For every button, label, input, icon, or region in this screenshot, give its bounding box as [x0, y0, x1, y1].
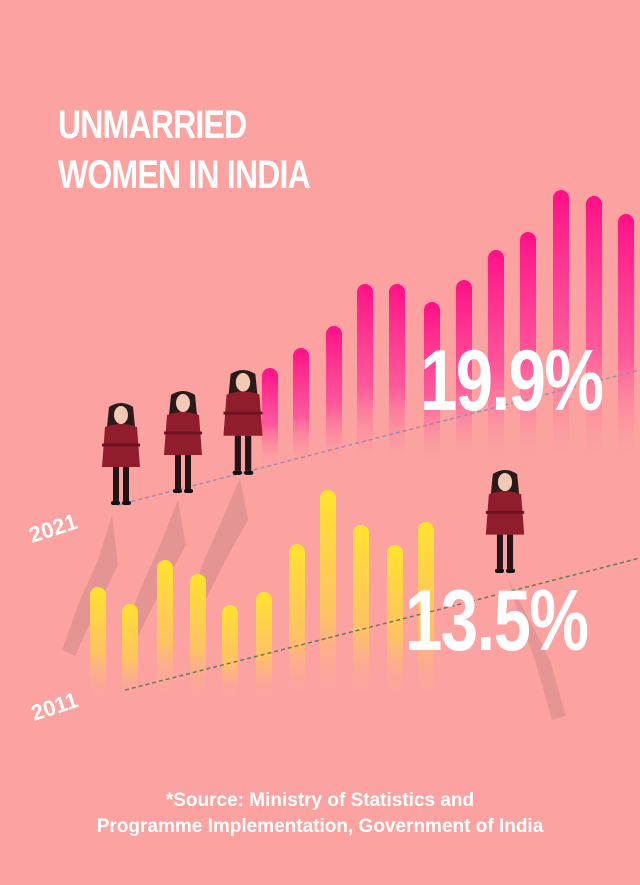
baseline-2011 [124, 557, 640, 691]
source-line-1: *Source: Ministry of Statistics and [165, 790, 475, 811]
bar-2021-stripe-12 [618, 214, 634, 470]
woman-figure-1 [102, 403, 140, 505]
value-label-2011: 13.5% [405, 573, 589, 669]
woman-figure-3 [223, 369, 263, 475]
bar-2011-stripe-11 [418, 522, 434, 700]
bar-2021-stripe-8 [488, 250, 504, 470]
bar-2021-stripe-3 [326, 326, 342, 470]
value-label-2021: 19.9% [420, 333, 604, 429]
bar-2011-stripe-10 [387, 545, 403, 700]
infographic-title: UNMARRIED WOMEN IN INDIA [58, 100, 311, 200]
bar-2021-stripe-4 [357, 284, 373, 470]
bar-2011-stripe-6 [256, 592, 272, 700]
bar-2011-stripe-5 [222, 605, 238, 700]
bar-2011-stripe-7 [289, 544, 305, 700]
bar-2021-stripe-11 [586, 196, 602, 470]
baseline-2021 [117, 369, 640, 506]
bars-2011 [90, 490, 434, 700]
bar-2021-stripe-9 [520, 232, 536, 470]
bar-2011-stripe-2 [122, 604, 138, 700]
bar-2011-stripe-4 [190, 574, 206, 700]
bar-2011-stripe-9 [353, 525, 369, 700]
figure-shadows [62, 478, 566, 720]
bar-2011-stripe-8 [320, 490, 336, 700]
women-figures [102, 369, 525, 573]
bar-2021-stripe-7 [456, 280, 472, 470]
title-line-1: UNMARRIED [58, 103, 247, 147]
woman-figure-2 [164, 391, 202, 493]
bar-2021-stripe-1 [262, 368, 278, 470]
bars-2021 [262, 190, 634, 470]
woman-figure-4 [485, 469, 525, 573]
title-line-2: WOMEN IN INDIA [58, 153, 311, 197]
source-note: *Source: Ministry of Statistics and Prog… [0, 788, 640, 840]
bar-2021-stripe-2 [293, 348, 309, 470]
bar-2011-stripe-1 [90, 587, 106, 700]
bar-2021-stripe-10 [553, 190, 569, 470]
bar-2021-stripe-6 [424, 302, 440, 470]
bar-2011-stripe-3 [157, 560, 173, 700]
source-line-2: Programme Implementation, Government of … [96, 816, 544, 837]
bar-2021-stripe-5 [389, 284, 405, 470]
